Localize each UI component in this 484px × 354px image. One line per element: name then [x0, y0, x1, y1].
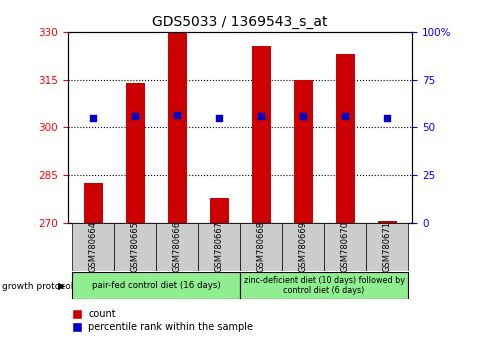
- Text: GSM780670: GSM780670: [340, 221, 349, 273]
- Text: GSM780664: GSM780664: [89, 221, 97, 273]
- Title: GDS5033 / 1369543_s_at: GDS5033 / 1369543_s_at: [152, 16, 327, 29]
- Bar: [365, 223, 407, 271]
- Point: [173, 112, 181, 118]
- Point: [215, 115, 223, 121]
- Bar: [114, 223, 156, 271]
- Text: GSM780665: GSM780665: [130, 221, 139, 273]
- Text: GSM780667: GSM780667: [214, 221, 223, 273]
- Point: [131, 113, 139, 119]
- Text: GSM780671: GSM780671: [382, 221, 391, 273]
- Text: GSM780668: GSM780668: [256, 221, 265, 273]
- Text: pair-fed control diet (16 days): pair-fed control diet (16 days): [91, 281, 220, 290]
- Bar: [72, 272, 240, 299]
- Bar: [282, 223, 323, 271]
- Bar: [125, 83, 144, 223]
- Point: [382, 115, 390, 121]
- Bar: [240, 223, 282, 271]
- Bar: [377, 222, 396, 223]
- Point: [299, 113, 306, 119]
- Bar: [197, 223, 240, 271]
- Bar: [167, 32, 186, 223]
- Text: GSM780669: GSM780669: [298, 221, 307, 273]
- Bar: [209, 198, 228, 223]
- Bar: [83, 183, 102, 223]
- Bar: [72, 223, 114, 271]
- Point: [340, 113, 348, 119]
- Point: [257, 113, 264, 119]
- Text: ▶: ▶: [58, 281, 65, 291]
- Text: growth protocol: growth protocol: [2, 281, 74, 291]
- Bar: [251, 46, 270, 223]
- Text: GSM780666: GSM780666: [172, 221, 181, 273]
- Text: zinc-deficient diet (10 days) followed by
control diet (6 days): zinc-deficient diet (10 days) followed b…: [243, 276, 404, 295]
- Bar: [240, 272, 407, 299]
- Bar: [323, 223, 365, 271]
- Legend: count, percentile rank within the sample: count, percentile rank within the sample: [73, 309, 253, 332]
- Point: [89, 115, 97, 121]
- Bar: [156, 223, 197, 271]
- Bar: [293, 80, 312, 223]
- Bar: [335, 54, 354, 223]
